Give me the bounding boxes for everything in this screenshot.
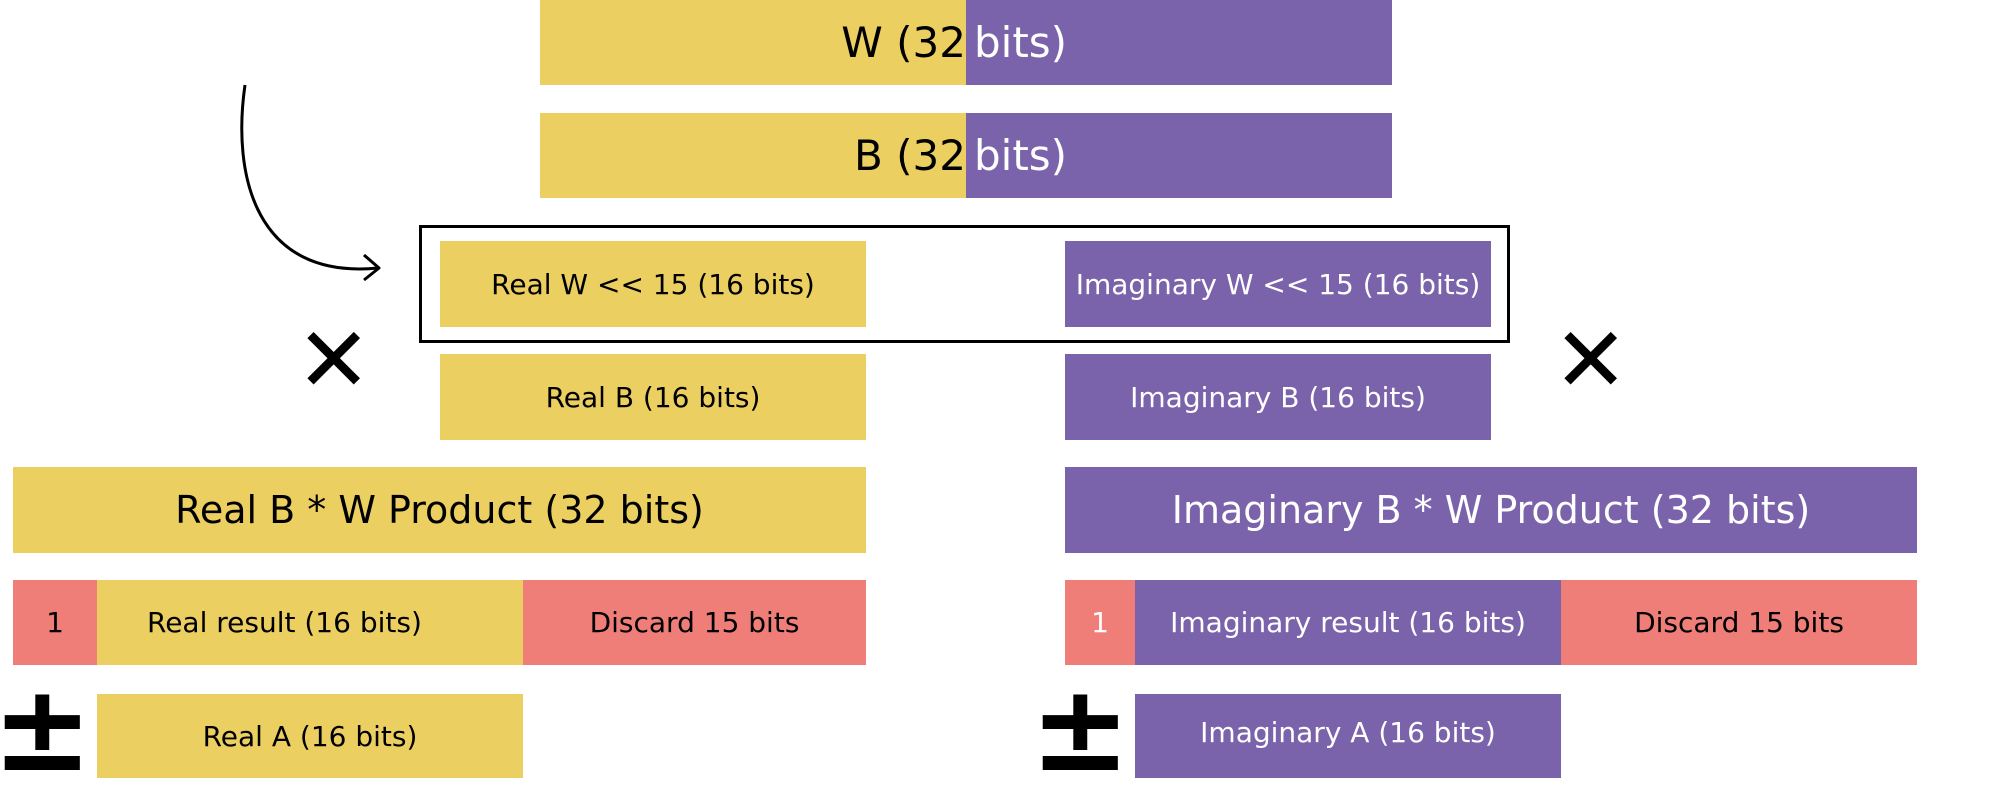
real-w-shifted: Real W << 15 (16 bits): [440, 241, 866, 327]
imag-discard: Discard 15 bits: [1561, 580, 1917, 665]
imag-w-shifted: Imaginary W << 15 (16 bits): [1065, 241, 1491, 327]
real-sign-bit: 1: [13, 580, 97, 665]
imag-result: Imaginary result (16 bits): [1135, 580, 1561, 665]
imag-a: Imaginary A (16 bits): [1135, 694, 1561, 778]
plus-minus-icon-left: ±: [0, 670, 93, 790]
imag-b: Imaginary B (16 bits): [1065, 354, 1491, 440]
multiply-icon-right: ✕: [1553, 316, 1628, 406]
real-result: Real result (16 bits): [97, 580, 523, 665]
real-b: Real B (16 bits): [440, 354, 866, 440]
real-discard: Discard 15 bits: [523, 580, 866, 665]
imag-sign-bit: 1: [1065, 580, 1135, 665]
multiply-icon-left: ✕: [296, 316, 371, 406]
real-product: Real B * W Product (32 bits): [13, 467, 866, 553]
real-a: Real A (16 bits): [97, 694, 523, 778]
plus-minus-icon-right: ±: [1030, 670, 1131, 790]
imag-product: Imaginary B * W Product (32 bits): [1065, 467, 1917, 553]
